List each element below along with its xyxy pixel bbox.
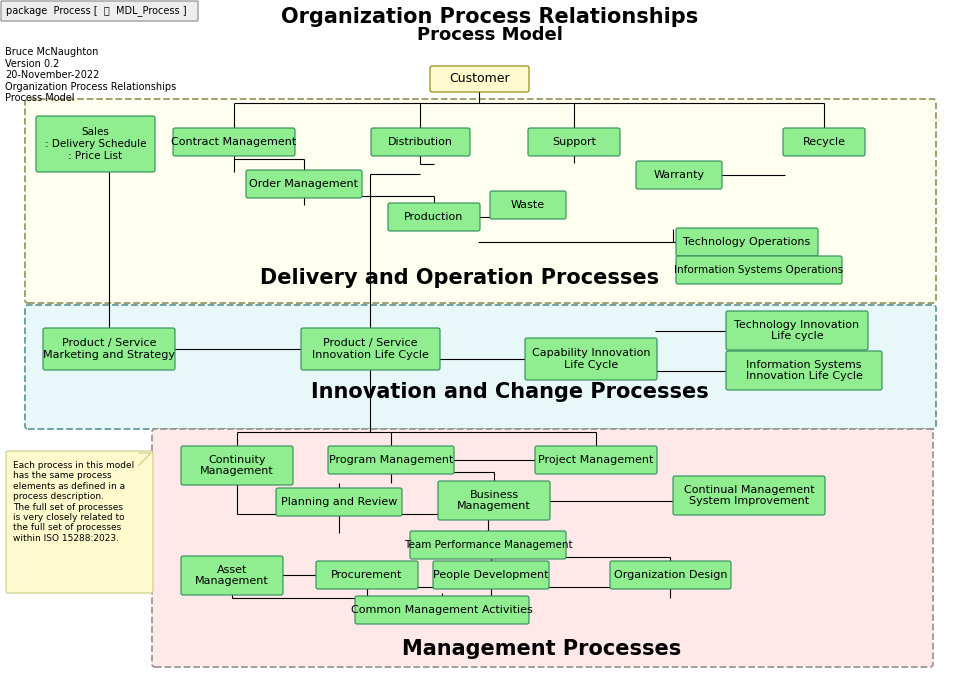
Text: Business
Management: Business Management: [457, 490, 531, 511]
FancyBboxPatch shape: [673, 476, 825, 515]
Text: Waste: Waste: [511, 200, 545, 210]
FancyBboxPatch shape: [410, 531, 566, 559]
Text: Bruce McNaughton
Version 0.2
20-November-2022
Organization Process Relationships: Bruce McNaughton Version 0.2 20-November…: [5, 47, 176, 104]
FancyBboxPatch shape: [528, 128, 620, 156]
Text: Order Management: Order Management: [250, 179, 358, 189]
Text: Support: Support: [552, 137, 596, 147]
Text: Management Processes: Management Processes: [402, 639, 682, 659]
FancyBboxPatch shape: [783, 128, 865, 156]
Text: package  Process [  屋  MDL_Process ]: package Process [ 屋 MDL_Process ]: [6, 6, 186, 17]
FancyBboxPatch shape: [438, 481, 550, 520]
FancyBboxPatch shape: [152, 429, 933, 667]
Text: Technology Operations: Technology Operations: [684, 237, 811, 247]
FancyBboxPatch shape: [316, 561, 418, 589]
Text: Each process in this model
has the same process
elements as defined in a
process: Each process in this model has the same …: [13, 461, 134, 543]
Text: Program Management: Program Management: [329, 455, 453, 465]
FancyBboxPatch shape: [433, 561, 549, 589]
FancyBboxPatch shape: [676, 228, 818, 256]
FancyBboxPatch shape: [490, 191, 566, 219]
Text: Information Systems Operations: Information Systems Operations: [674, 265, 843, 275]
Text: Procurement: Procurement: [332, 570, 402, 580]
Text: Warranty: Warranty: [654, 170, 705, 180]
FancyBboxPatch shape: [181, 446, 293, 485]
Text: Process Model: Process Model: [417, 26, 563, 44]
Text: Planning and Review: Planning and Review: [281, 497, 397, 507]
Text: Technology Innovation
Life cycle: Technology Innovation Life cycle: [734, 319, 859, 342]
FancyBboxPatch shape: [246, 170, 362, 198]
FancyBboxPatch shape: [25, 99, 936, 303]
Text: Product / Service
Marketing and Strategy: Product / Service Marketing and Strategy: [43, 338, 175, 359]
FancyBboxPatch shape: [43, 328, 175, 370]
FancyBboxPatch shape: [525, 338, 657, 380]
FancyBboxPatch shape: [610, 561, 731, 589]
Text: Sales
: Delivery Schedule
: Price List: Sales : Delivery Schedule : Price List: [45, 128, 146, 161]
Text: Delivery and Operation Processes: Delivery and Operation Processes: [260, 268, 660, 288]
Text: Customer: Customer: [449, 72, 510, 86]
Text: Recycle: Recycle: [802, 137, 845, 147]
Text: Continuity
Management: Continuity Management: [200, 455, 273, 476]
FancyBboxPatch shape: [301, 328, 440, 370]
FancyBboxPatch shape: [535, 446, 657, 474]
Text: Information Systems
Innovation Life Cycle: Information Systems Innovation Life Cycl…: [746, 359, 862, 382]
FancyBboxPatch shape: [36, 116, 155, 172]
FancyBboxPatch shape: [6, 451, 153, 593]
Text: Continual Management
System Improvement: Continual Management System Improvement: [684, 484, 815, 506]
FancyBboxPatch shape: [388, 203, 480, 231]
FancyBboxPatch shape: [173, 128, 295, 156]
Text: Distribution: Distribution: [388, 137, 453, 147]
FancyBboxPatch shape: [25, 305, 936, 429]
Text: Organization Design: Organization Design: [614, 570, 728, 580]
Text: People Development: People Development: [433, 570, 549, 580]
Text: Common Management Activities: Common Management Activities: [351, 605, 532, 615]
FancyBboxPatch shape: [371, 128, 470, 156]
FancyBboxPatch shape: [676, 256, 842, 284]
FancyBboxPatch shape: [276, 488, 402, 516]
Text: Project Management: Project Management: [538, 455, 654, 465]
FancyBboxPatch shape: [1, 1, 198, 21]
Text: Production: Production: [404, 212, 464, 222]
FancyBboxPatch shape: [430, 66, 529, 92]
Text: Innovation and Change Processes: Innovation and Change Processes: [311, 382, 709, 402]
Text: Organization Process Relationships: Organization Process Relationships: [281, 7, 699, 27]
FancyBboxPatch shape: [328, 446, 454, 474]
FancyBboxPatch shape: [636, 161, 722, 189]
FancyBboxPatch shape: [726, 351, 882, 390]
Text: Asset
Management: Asset Management: [195, 564, 269, 586]
Text: Capability Innovation
Life Cycle: Capability Innovation Life Cycle: [532, 348, 650, 370]
FancyBboxPatch shape: [355, 596, 529, 624]
FancyBboxPatch shape: [726, 311, 868, 350]
Text: Product / Service
Innovation Life Cycle: Product / Service Innovation Life Cycle: [312, 338, 429, 359]
Text: Contract Management: Contract Management: [171, 137, 296, 147]
Text: Team Performance Management: Team Performance Management: [403, 540, 573, 550]
FancyBboxPatch shape: [181, 556, 283, 595]
